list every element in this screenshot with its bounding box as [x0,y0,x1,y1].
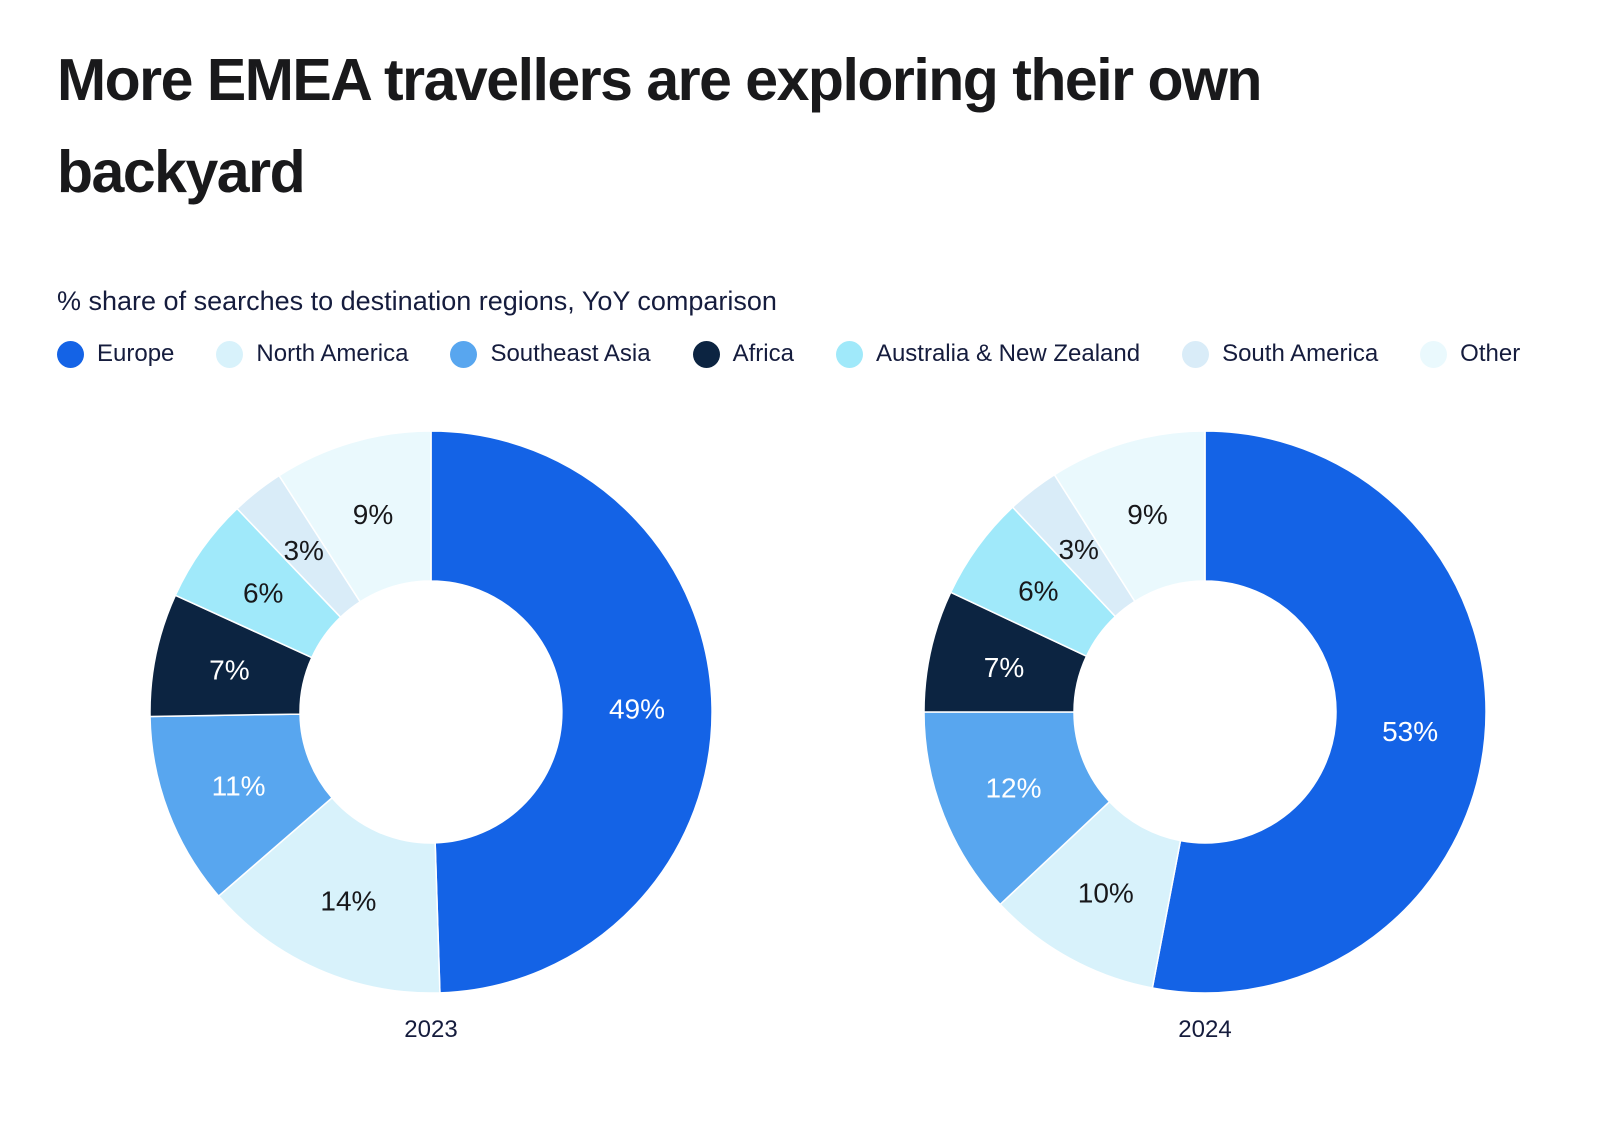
donut-value-label-australia-new-zealand-2023: 6% [243,577,283,608]
donut-value-label-australia-new-zealand-2024: 6% [1018,576,1058,607]
legend-item-australia-new-zealand: Australia & New Zealand [835,340,1141,368]
donut-slice-other-2023 [278,430,432,603]
legend-swatch-southeast-asia [450,340,478,368]
legend-label: Africa [732,340,794,367]
legend-label: Southeast Asia [490,340,651,367]
donut-value-label-southeast-asia-2023: 11% [212,770,266,801]
donut-slice-north-america-2023 [217,797,441,994]
donut-figure-2024: 53% 10% 12% 7% 6% 3% 9% 2024 [922,429,1488,1044]
donut-value-label-europe-2023: 49% [609,694,665,725]
charts-row: 49% 14% 11% 7% 6% 3% 9% 2023 53% 10% 12% 7% 6% 3% 9%… [148,429,1488,1044]
donut-value-label-south-america-2023: 3% [283,535,323,566]
donut-value-label-other-2023: 9% [353,499,393,530]
chart-legend: Europe North America Southeast Asia Africa A… [57,340,1520,368]
legend-swatch-africa [692,340,720,368]
legend-swatch-south-america [1182,340,1210,368]
donut-axis-label-2023: 2023 [404,1016,458,1043]
donut-value-label-europe-2024: 53% [1382,716,1438,747]
legend-swatch-australia-new-zealand [835,340,863,368]
legend-item-north-america: North America [216,340,408,368]
legend-label: North America [256,340,409,367]
donut-chart-2024: 53% 10% 12% 7% 6%3% 9% [923,430,1487,994]
donut-figure-2023: 49% 14% 11% 7% 6% 3% 9% 2023 [148,429,714,1044]
chart-subtitle: % share of searches to destination regio… [57,286,777,316]
legend-item-europe: Europe [57,340,174,368]
donut-slice-europe-2023 [430,430,713,994]
donut-value-label-north-america-2023: 14% [320,886,376,917]
donut-value-label-north-america-2024: 10% [1078,877,1134,908]
legend-label: Europe [97,340,175,367]
legend-swatch-europe [57,340,84,368]
donut-slice-other-2024 [1053,430,1206,603]
donut-value-label-africa-2023: 7% [209,655,249,686]
legend-item-africa: Africa [692,340,794,368]
page-title: More EMEA travellers are exploring their… [57,47,1262,205]
donut-slice-southeast-asia-2023 [149,713,333,897]
donut-value-label-southeast-asia-2024: 12% [985,773,1041,804]
legend-label: Other [1460,340,1521,367]
donut-slice-southeast-asia-2024 [923,711,1111,906]
legend-swatch-north-america [216,340,244,368]
legend-label: South America [1222,340,1379,367]
donut-value-label-africa-2024: 7% [984,652,1024,683]
donut-axis-label-2024: 2024 [1178,1016,1232,1043]
legend-label: Australia & New Zealand [875,340,1141,367]
legend-item-south-america: South America [1182,340,1378,368]
donut-value-label-south-america-2024: 3% [1058,534,1098,565]
legend-item-other: Other [1420,340,1520,368]
legend-item-southeast-asia: Southeast Asia [450,340,651,368]
donut-value-label-other-2024: 9% [1127,499,1167,530]
legend-swatch-other [1420,340,1448,368]
donut-chart-2023: 49% 14% 11% 7% 6%3% 9% [149,430,713,994]
donut-slice-europe-2024 [1151,430,1487,994]
